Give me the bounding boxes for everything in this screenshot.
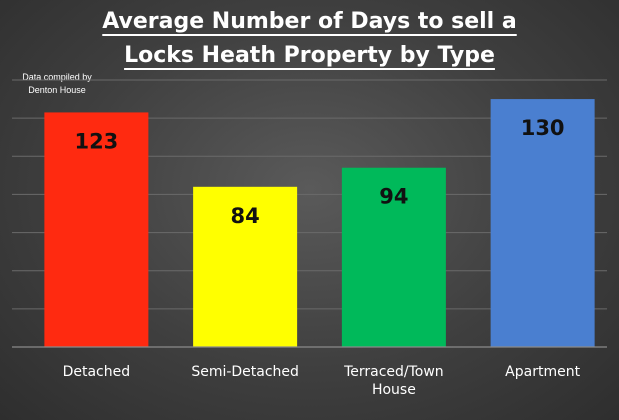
credit-line-2: Denton House: [28, 85, 86, 95]
category-label-2: Semi-Detached: [191, 364, 299, 380]
value-label-3: 94: [379, 185, 408, 209]
value-label-2: 84: [231, 204, 260, 228]
credit-line-1: Data compiled by: [22, 72, 92, 82]
category-label-3-line-2: House: [372, 382, 416, 398]
value-label-4: 130: [521, 116, 565, 140]
bar-1: [44, 112, 149, 348]
value-labels: 123 84 94 130: [74, 116, 564, 228]
category-label-4: Apartment: [505, 364, 580, 380]
chart-title-line-2: Locks Heath Property by Type: [124, 43, 495, 68]
credit-note: Data compiled by Denton House: [22, 72, 92, 95]
category-label-3-line-1: Terraced/Town: [343, 364, 444, 380]
bar-2: [193, 186, 298, 347]
bar-3: [341, 167, 446, 347]
bars: [44, 99, 595, 348]
category-label-1: Detached: [63, 364, 131, 380]
value-label-1: 123: [74, 129, 118, 153]
bar-4: [490, 99, 595, 347]
category-labels: Detached Semi-Detached Terraced/Town House A…: [63, 364, 581, 398]
chart-title-line-1: Average Number of Days to sell a: [102, 9, 516, 34]
chart-title: Average Number of Days to sell a Locks H…: [102, 9, 517, 70]
